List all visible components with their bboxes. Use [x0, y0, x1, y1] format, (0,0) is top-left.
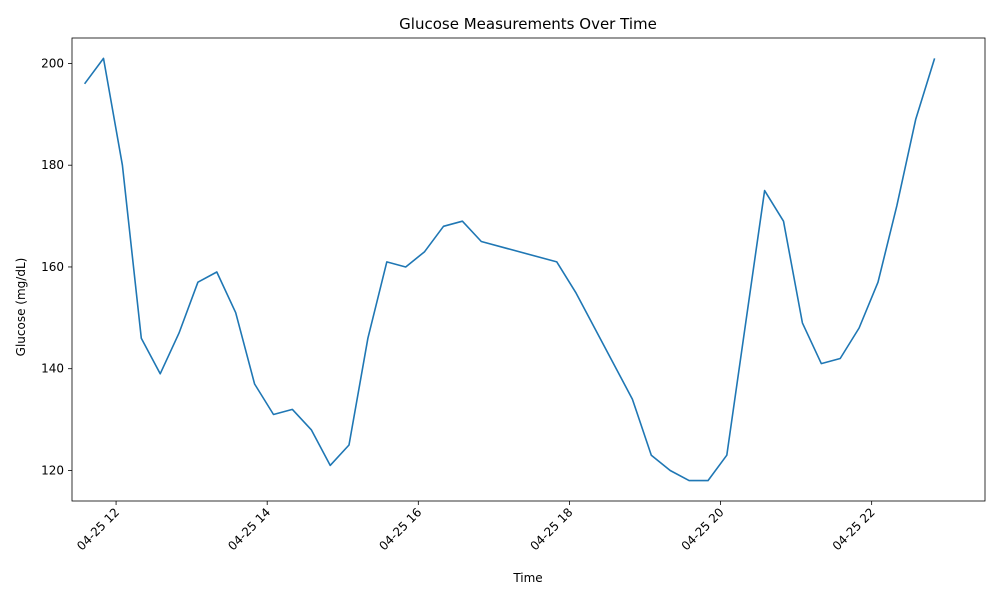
plot-area-frame	[71, 37, 986, 502]
x-tick-label: 04-25 12	[74, 505, 122, 553]
y-tick-label: 140	[41, 362, 64, 376]
chart-title: Glucose Measurements Over Time	[399, 15, 657, 33]
y-tick-label: 120	[41, 463, 64, 477]
x-tick-label: 04-25 20	[679, 505, 727, 553]
y-axis-label: Glucose (mg/dL)	[14, 258, 28, 357]
x-axis-ticks: 04-25 12 04-25 14 04-25 16 04-25 18 04-25 20…	[74, 501, 878, 553]
x-axis-label: Time	[512, 571, 542, 585]
x-tick-label: 04-25 14	[225, 505, 273, 553]
x-tick-label: 04-25 22	[830, 505, 878, 553]
x-tick-label: 04-25 16	[376, 505, 424, 553]
glucose-series-line	[83, 57, 936, 482]
y-axis-ticks: 120 140 160 180 200	[41, 56, 72, 477]
x-tick-label: 04-25 18	[527, 505, 575, 553]
y-tick-label: 180	[41, 158, 64, 172]
y-tick-label: 160	[41, 260, 64, 274]
y-tick-label: 200	[41, 56, 64, 70]
